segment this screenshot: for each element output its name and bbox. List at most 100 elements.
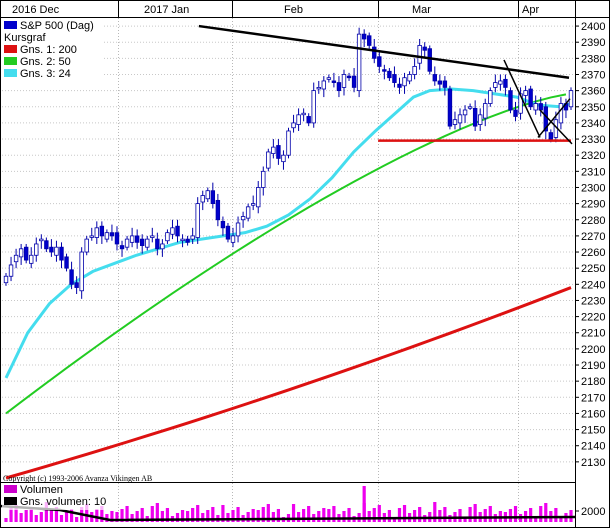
- volume-bar: [100, 506, 104, 522]
- volume-bar: [418, 507, 422, 522]
- volume-bar: [39, 512, 43, 522]
- volume-bar: [29, 507, 33, 522]
- candle-body: [39, 238, 44, 242]
- volume-bar: [110, 511, 114, 522]
- y-tick-label: 2360: [581, 86, 605, 98]
- y-tick-label: 2290: [581, 199, 605, 211]
- volume-bar: [342, 511, 346, 522]
- volume-bar: [317, 511, 321, 522]
- month-labels: 2016 Dec 2017 Jan Feb Mar Apr: [12, 4, 539, 16]
- volume-bar: [120, 509, 124, 522]
- volume-bar: [327, 509, 331, 522]
- candle-body: [417, 45, 422, 64]
- candle-body: [361, 33, 367, 40]
- candle-body: [271, 146, 276, 154]
- volume-bar: [508, 509, 513, 522]
- ma-50-line: [5, 93, 567, 415]
- legend-background: [2, 19, 102, 83]
- volume-bar: [362, 486, 366, 522]
- volume-bar: [175, 513, 180, 522]
- candle-body: [437, 80, 443, 85]
- ma-24-line: [4, 87, 572, 379]
- volume-bar: [150, 506, 154, 522]
- ma-200-line: [5, 286, 572, 480]
- candle-body: [382, 69, 387, 72]
- y-tick-label: 2230: [581, 295, 605, 307]
- candle-body: [306, 116, 311, 124]
- candle-body: [240, 216, 246, 221]
- legend-swatch: [4, 45, 17, 53]
- legend-label: Gns. 2: 50: [20, 56, 71, 68]
- volume-bar: [165, 508, 170, 522]
- candle-body: [367, 35, 372, 46]
- volume-bar: [160, 511, 164, 522]
- volume-bar: [24, 510, 28, 522]
- candle-body: [523, 90, 528, 96]
- candle-body: [190, 235, 195, 240]
- candle-body: [452, 119, 458, 125]
- volume-bar: [69, 509, 74, 522]
- candle-body: [407, 74, 412, 82]
- volume-bar: [458, 509, 462, 522]
- candle-body: [558, 103, 564, 124]
- candle-body: [185, 238, 190, 243]
- candle-body: [513, 109, 518, 117]
- volume-bar: [392, 518, 397, 522]
- candle-body: [205, 190, 210, 200]
- y-tick-label: 2250: [581, 263, 605, 275]
- volume-bar: [534, 516, 538, 522]
- candle-body: [488, 90, 493, 104]
- wedge-lower-line: [537, 98, 571, 138]
- candle-body: [311, 90, 316, 124]
- volume-bar: [64, 512, 69, 522]
- candle-body: [472, 107, 478, 127]
- candle-body: [326, 77, 332, 80]
- volume-bar: [438, 510, 442, 522]
- candle-body: [215, 199, 221, 221]
- y-tick-label: 2140: [581, 441, 605, 453]
- volume-bar: [14, 505, 18, 522]
- candle-body: [256, 187, 261, 208]
- volume-legend-label: Gns. volumen: 10: [20, 496, 106, 508]
- volume-legend-label: Volumen: [20, 484, 63, 496]
- y-tick-label: 2380: [581, 53, 605, 65]
- legend-label: Gns. 3: 24: [20, 68, 71, 80]
- candle-body: [49, 246, 54, 253]
- legend-swatch: [4, 21, 17, 29]
- candle-body: [477, 114, 483, 125]
- volume-bar: [276, 509, 281, 522]
- month-label: 2017 Jan: [144, 4, 189, 16]
- volume-bar: [387, 510, 391, 522]
- candle-body: [538, 103, 543, 111]
- volume-bar: [463, 517, 467, 522]
- candle-body: [119, 245, 125, 250]
- volume-bar: [49, 510, 54, 522]
- volume-bar: [196, 505, 200, 522]
- candle-body: [321, 80, 327, 90]
- candle-body: [548, 132, 554, 140]
- volume-bar: [307, 506, 311, 522]
- candle-body: [422, 46, 427, 51]
- legend-swatch: [4, 69, 17, 77]
- month-label: 2016 Dec: [12, 4, 60, 16]
- volume-bar: [488, 506, 492, 522]
- volume-bar: [59, 515, 64, 522]
- volume-bar: [135, 511, 139, 522]
- volume-bar: [75, 517, 79, 522]
- candle-body: [296, 114, 301, 125]
- candle-body: [498, 80, 503, 85]
- candle-body: [261, 170, 266, 188]
- y-tick-label: 2280: [581, 215, 605, 227]
- volume-bar: [302, 509, 306, 522]
- candle-body: [8, 264, 14, 277]
- candle-body: [250, 203, 256, 206]
- y-tick-label: 2180: [581, 376, 605, 388]
- candle-body: [99, 225, 105, 237]
- volume-bar: [191, 508, 195, 522]
- candle-body: [34, 243, 39, 256]
- volume-bar: [155, 503, 159, 522]
- candle-body: [447, 88, 453, 127]
- volume-bar: [539, 506, 543, 522]
